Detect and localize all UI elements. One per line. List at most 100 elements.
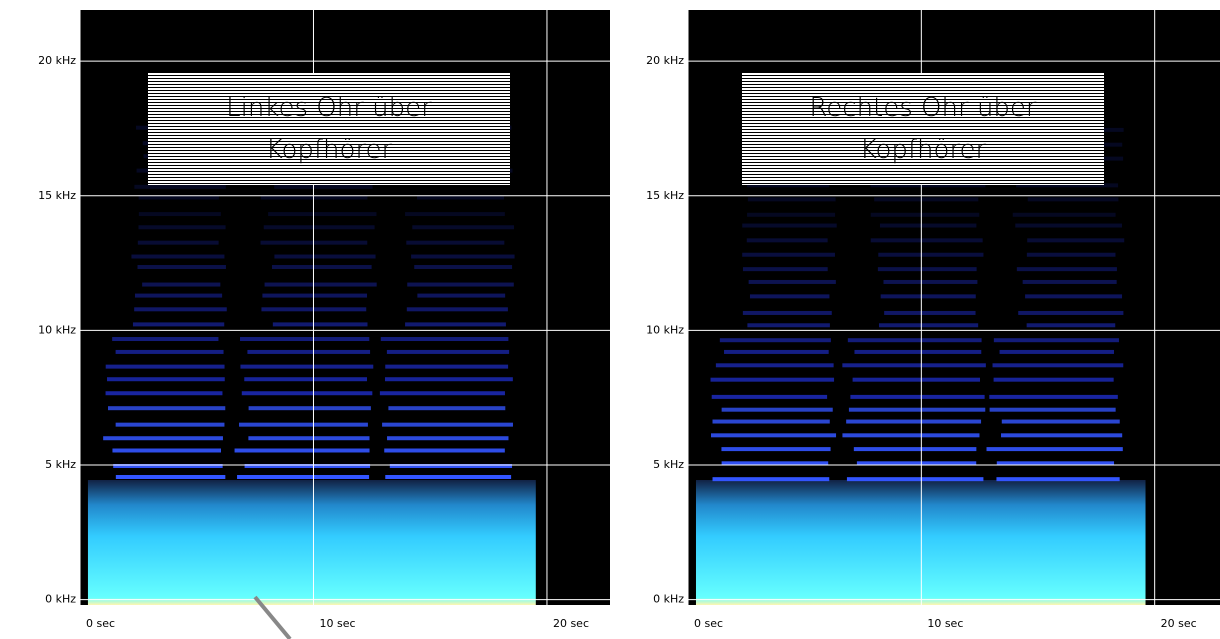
spectrum-band <box>139 225 226 229</box>
spectrum-band <box>850 395 984 399</box>
spectrum-band <box>742 224 837 228</box>
spectrum-band <box>711 433 836 437</box>
spectrum-band <box>747 323 829 327</box>
spectrum-band <box>721 447 830 451</box>
spectrum-band <box>237 475 369 479</box>
spectrum-band <box>743 311 832 315</box>
spectrum-band <box>874 197 978 201</box>
spectrum-low <box>88 480 536 605</box>
spectrum-band <box>414 265 512 269</box>
spectrum-band <box>381 337 509 341</box>
spectrum-band <box>994 378 1114 382</box>
spectrum-band <box>996 477 1119 481</box>
spectrum-band <box>387 436 508 440</box>
spectrum-band <box>116 423 225 427</box>
spectrum-band <box>240 365 373 369</box>
y-tick-label: 15 kHz <box>646 189 684 202</box>
spectrum-band <box>411 255 514 259</box>
spectrum-band <box>990 408 1116 412</box>
spectrum-band <box>720 338 831 342</box>
spectrum-band <box>711 378 835 382</box>
spectrum-band <box>388 406 505 410</box>
spectrum-low <box>696 480 1146 605</box>
spectrum-band <box>116 350 224 354</box>
spectrum-band <box>106 391 223 395</box>
spectrum-band <box>244 377 367 381</box>
spectrum-band <box>272 265 372 269</box>
spectrum-band <box>406 241 504 245</box>
spectrum-band <box>385 365 508 369</box>
spectrum-band <box>407 283 514 287</box>
spectrum-band <box>240 337 369 341</box>
spectrum-band <box>712 395 827 399</box>
spectrum-band <box>116 475 225 479</box>
spectrum-band <box>1013 213 1116 217</box>
spectrum-band <box>881 294 976 298</box>
spectrum-band <box>883 280 977 284</box>
spectrum-band <box>1002 420 1120 424</box>
spectrum-band <box>384 448 505 452</box>
spectrum-band <box>884 311 975 315</box>
spectrum-band <box>878 253 983 257</box>
spectrum-band <box>385 475 511 479</box>
spectrum-band <box>273 322 368 326</box>
spectrum-band <box>407 307 508 311</box>
spectrum-band <box>380 391 505 395</box>
page: 0 kHz5 kHz10 kHz15 kHz20 kHz0 sec10 sec2… <box>0 0 1220 639</box>
spectrum-band <box>849 408 985 412</box>
y-tick-label: 0 kHz <box>653 593 684 606</box>
x-tick-label: 0 sec <box>694 617 723 630</box>
spectrum-band <box>133 322 224 326</box>
spectrum-band <box>1023 280 1117 284</box>
spectrum-band <box>846 420 981 424</box>
spectrum-band <box>387 350 509 354</box>
spectrum-band <box>1017 267 1117 271</box>
spectrum-band <box>853 378 980 382</box>
spectrum-band <box>134 307 227 311</box>
spectrum-band <box>749 280 836 284</box>
x-tick-label: 10 sec <box>927 617 963 630</box>
spectrum-band <box>854 447 977 451</box>
spectrum-band <box>242 391 373 395</box>
y-tick-label: 0 kHz <box>45 593 76 606</box>
spectrum-band <box>108 406 225 410</box>
spectrum-band <box>385 377 513 381</box>
y-tick-label: 5 kHz <box>653 458 684 471</box>
panel-label: Rechtes Ohr über Kopfhörer <box>742 73 1104 185</box>
spectrum-band <box>412 225 514 229</box>
spectrum-band <box>107 377 225 381</box>
y-tick-label: 20 kHz <box>646 54 684 67</box>
spectrum-band <box>248 436 369 440</box>
spectrum-band <box>405 212 505 216</box>
spectrum-band <box>131 255 224 259</box>
spectrum-band <box>994 338 1119 342</box>
spectrum-band <box>264 225 375 229</box>
spectrum-band <box>265 283 377 287</box>
spectrum-band <box>138 241 219 245</box>
spectrum-band <box>713 477 830 481</box>
spectrum-band <box>842 433 979 437</box>
spectrum-band <box>138 265 226 269</box>
spectrum-band <box>748 197 836 201</box>
spectrum-band <box>382 423 513 427</box>
spectrum-band <box>854 350 981 354</box>
spectrum-band <box>134 185 225 189</box>
y-tick-label: 5 kHz <box>45 458 76 471</box>
spectrum-band <box>239 423 368 427</box>
spectrum-band <box>747 238 828 242</box>
spectrum-band <box>743 267 828 271</box>
spectrum-band <box>135 294 222 298</box>
x-tick-label: 10 sec <box>319 617 355 630</box>
spectrum-band <box>139 212 221 216</box>
spectrum-band <box>989 395 1118 399</box>
spectrum-band <box>1025 294 1122 298</box>
x-tick-label: 0 sec <box>86 617 115 630</box>
spectrum-band <box>235 448 370 452</box>
spectrum-band <box>112 337 218 341</box>
spectrum-band <box>1028 197 1119 201</box>
spectrum-band <box>417 294 505 298</box>
spectrum-band <box>274 185 372 189</box>
spectrum-band <box>1027 253 1116 257</box>
spectrum-band <box>1015 224 1122 228</box>
spectrum-band <box>747 213 835 217</box>
